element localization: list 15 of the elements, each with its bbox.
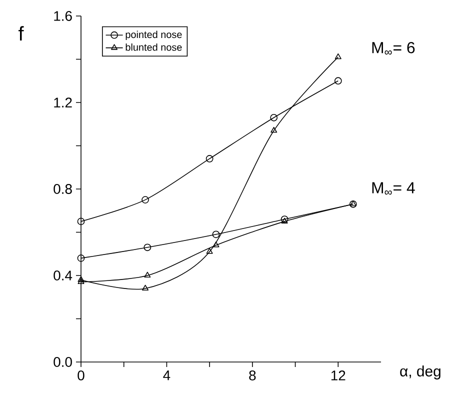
y-tick-label: 0.8 bbox=[54, 184, 72, 194]
annotation: M$_{∞}$= 6 bbox=[372, 42, 415, 55]
y-tick-label: 0.4 bbox=[54, 270, 72, 280]
legend-label: pointed nose bbox=[126, 30, 182, 40]
x-tick-label: 0 bbox=[78, 370, 84, 380]
annotation: M$_{∞}$= 4 bbox=[372, 182, 415, 195]
x-axis-title: α, deg bbox=[400, 366, 440, 380]
x-tick-label: 12 bbox=[331, 370, 346, 380]
y-tick-label: 1.6 bbox=[54, 11, 72, 21]
x-tick-label: 4 bbox=[163, 370, 170, 380]
x-tick-label: 8 bbox=[249, 370, 256, 380]
y-tick-label: 0.0 bbox=[54, 357, 72, 367]
y-tick-label: 1.2 bbox=[54, 98, 72, 108]
legend-label: blunted nose bbox=[126, 43, 182, 51]
y-axis-title: f bbox=[18, 26, 24, 41]
